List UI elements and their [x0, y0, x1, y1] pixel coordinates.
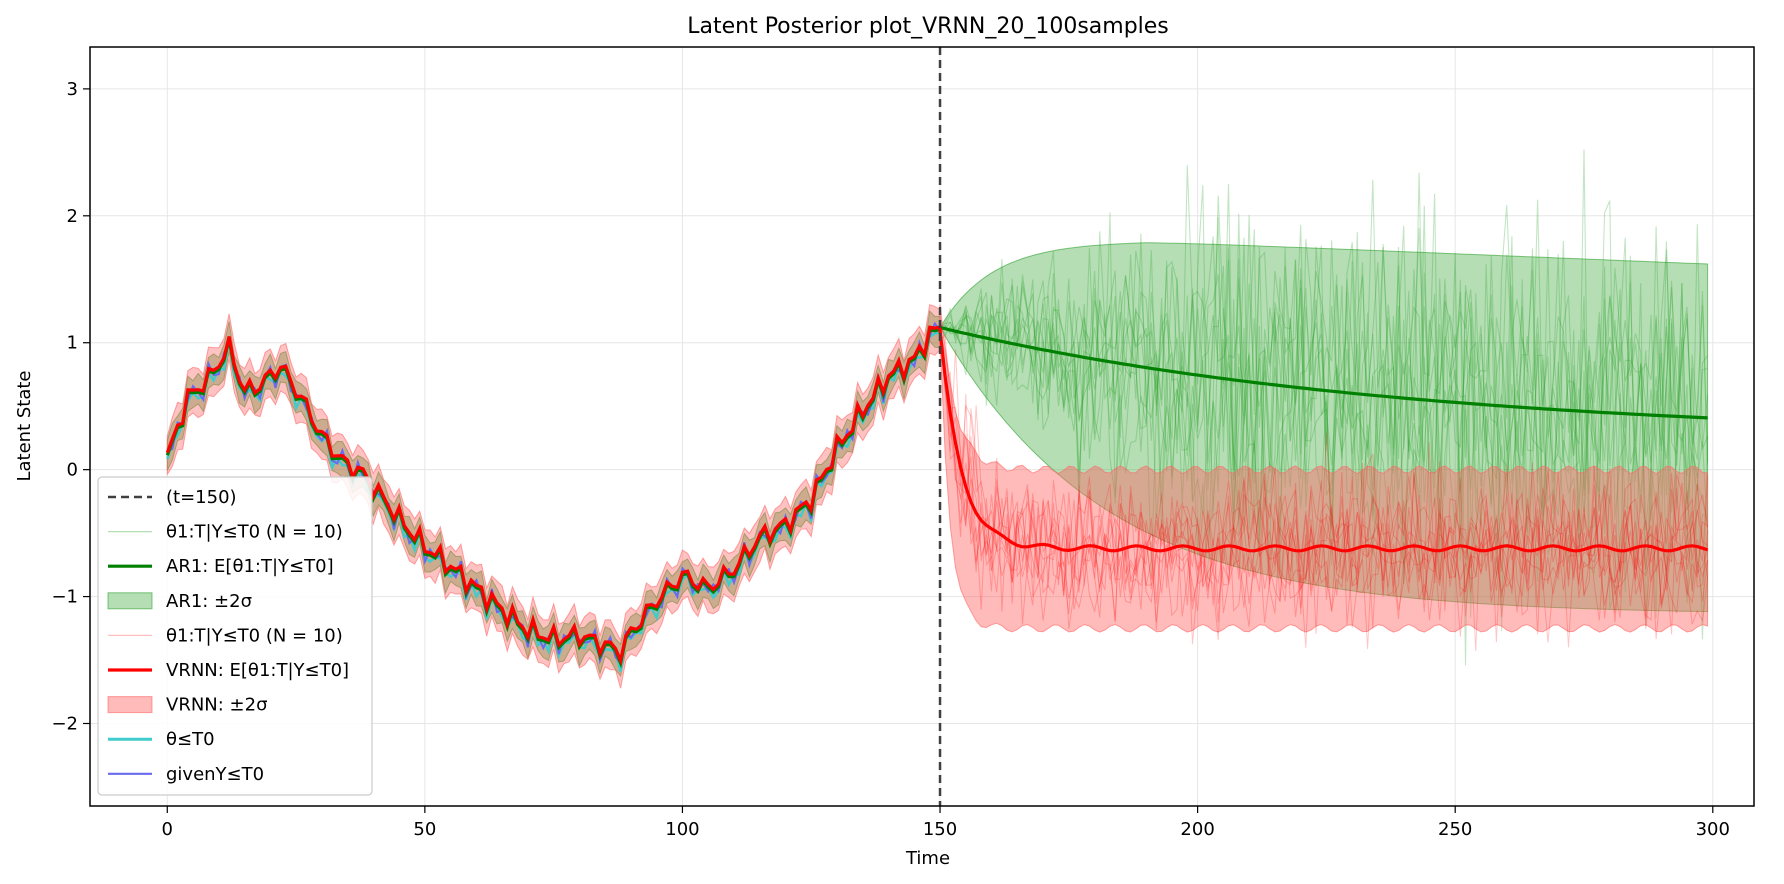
vrnn-sample-path — [939, 327, 1709, 648]
x-tick-label: 50 — [413, 819, 436, 840]
ar1-sample-path — [939, 216, 1709, 593]
y-tick-label: 0 — [67, 460, 78, 481]
legend-label-ar1-samples: θ1:T|Y≤T0 (N = 10) — [166, 522, 343, 543]
axis-ticks: 0 50 100 150 200 250 300 −2 −1 0 1 2 3 — [51, 79, 1730, 840]
y-tick-label: 2 — [67, 206, 78, 227]
ar1-sample-path — [939, 195, 1709, 610]
x-axis-label: Time — [905, 848, 950, 869]
ar1-sample-path — [939, 200, 1709, 627]
y-tick-label: −2 — [51, 714, 78, 735]
legend-label-vrnn-samples: θ1:T|Y≤T0 (N = 10) — [166, 625, 343, 646]
plot-area — [165, 47, 1709, 806]
ar1-sample-path — [939, 183, 1709, 561]
vrnn-sample-path — [939, 333, 1709, 635]
vrnn-sample-path — [939, 334, 1708, 648]
x-tick-label: 250 — [1438, 819, 1472, 840]
vrnn-band — [939, 304, 1709, 633]
ar1-sample-path — [939, 172, 1708, 581]
legend-swatch-vrnn-band — [107, 696, 153, 714]
x-tick-label: 0 — [162, 819, 173, 840]
ar1-sample-path — [939, 205, 1709, 585]
legend-label-vrnn-band: VRNN: ±2σ — [166, 695, 267, 716]
legend-label-ar1-mean: AR1: E[θ1:T|Y≤T0] — [166, 556, 334, 577]
legend-label-ar1-band: AR1: ±2σ — [166, 591, 252, 612]
plot-frame — [89, 46, 1755, 807]
legend-box — [97, 476, 373, 796]
x-tick-label: 150 — [923, 819, 957, 840]
vrnn-sample-path — [939, 315, 1708, 630]
y-axis-label: Latent State — [14, 370, 35, 481]
ar1-band — [939, 242, 1709, 613]
chart-title: Latent Posterior plot_VRNN_20_100samples — [687, 14, 1169, 39]
legend: (t=150) θ1:T|Y≤T0 (N = 10) AR1: E[θ1:T|Y≤T… — [97, 476, 373, 796]
legend-label-vrnn-mean: VRNN: E[θ1:T|Y≤T0] — [166, 660, 349, 681]
vrnn-sample-path — [939, 332, 1709, 650]
vrnn-sample-path — [939, 336, 1709, 624]
legend-label-theta: θ≤T0 — [166, 729, 215, 750]
x-tick-label: 300 — [1696, 819, 1730, 840]
legend-swatch-ar1-band — [107, 592, 153, 610]
vrnn-sample-path — [939, 333, 1709, 645]
y-tick-label: 3 — [67, 79, 78, 100]
ar1-sample-path — [939, 214, 1708, 666]
vrnn-sample-path — [939, 331, 1709, 641]
x-tick-label: 100 — [665, 819, 699, 840]
legend-label-vline: (t=150) — [166, 487, 237, 508]
ar1-sample-path — [939, 212, 1709, 640]
y-tick-label: −1 — [51, 587, 78, 608]
legend-label-given: givenY≤T0 — [166, 764, 264, 785]
y-tick-label: 1 — [67, 333, 78, 354]
x-tick-label: 200 — [1180, 819, 1214, 840]
ar1-sample-path — [939, 185, 1709, 619]
